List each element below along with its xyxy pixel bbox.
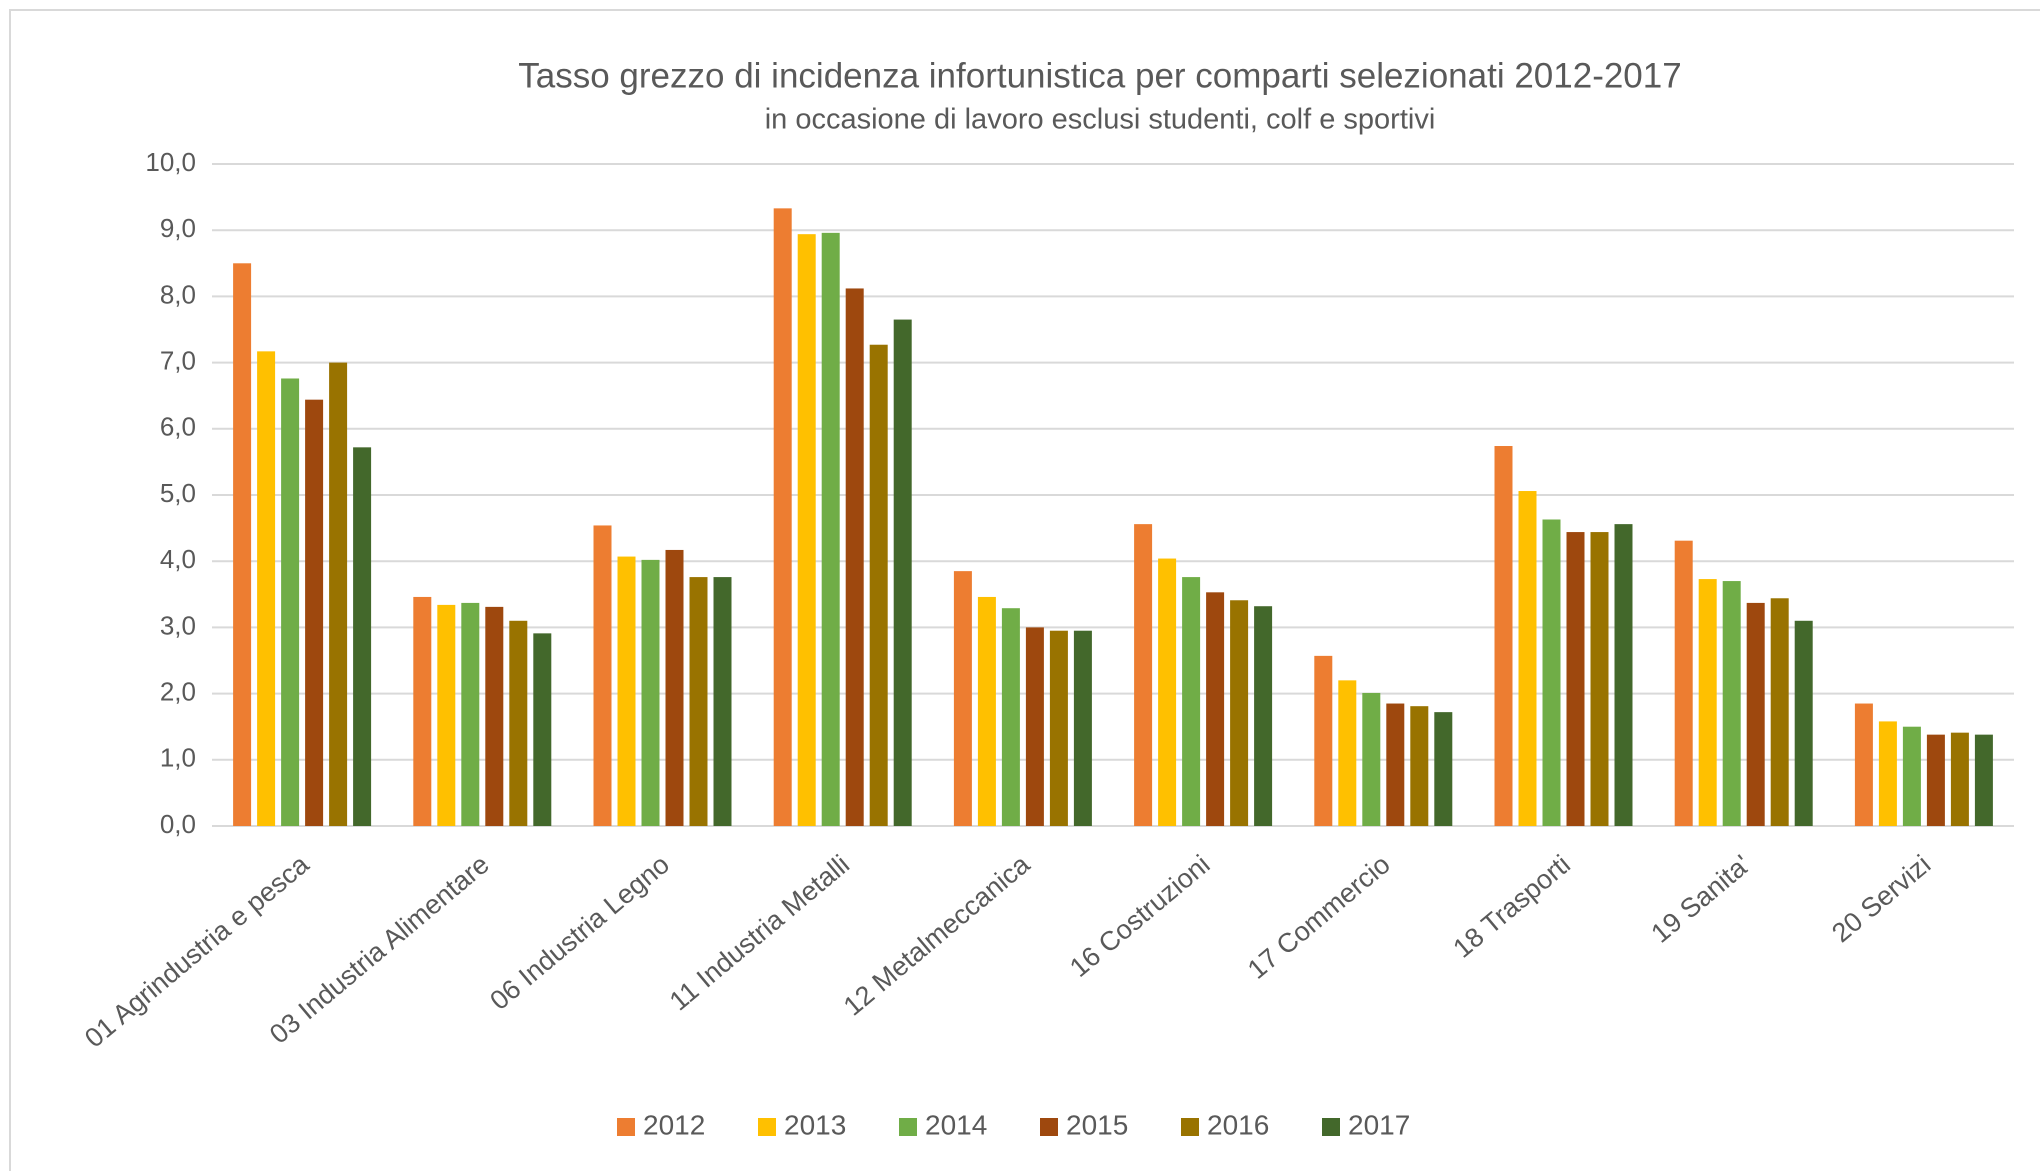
y-tick-label: 4,0 xyxy=(160,544,196,574)
bar xyxy=(845,288,864,826)
y-tick-label: 7,0 xyxy=(160,345,196,375)
y-tick-label: 8,0 xyxy=(160,279,196,309)
bar xyxy=(1254,606,1273,826)
bar xyxy=(821,232,840,826)
bar xyxy=(533,633,552,826)
bar xyxy=(1314,655,1333,826)
bar xyxy=(1001,608,1020,826)
bar xyxy=(1566,532,1585,826)
bar xyxy=(413,596,432,826)
y-tick-label: 3,0 xyxy=(160,610,196,640)
bar xyxy=(1974,734,1993,826)
y-tick-label: 6,0 xyxy=(160,412,196,442)
bar xyxy=(1590,532,1609,826)
bar xyxy=(1614,524,1633,826)
bar xyxy=(869,344,888,826)
legend-label: 2014 xyxy=(925,1109,987,1140)
bar xyxy=(977,596,996,826)
bar xyxy=(461,602,480,826)
bar xyxy=(713,577,732,826)
bar xyxy=(1025,627,1044,826)
y-tick-label: 0,0 xyxy=(160,809,196,839)
legend-swatch xyxy=(899,1118,917,1136)
legend-swatch xyxy=(1181,1118,1199,1136)
legend-label: 2016 xyxy=(1207,1109,1269,1140)
bar xyxy=(665,549,684,826)
bar xyxy=(1878,721,1897,826)
bar xyxy=(1073,630,1092,826)
bar xyxy=(1134,524,1153,826)
bar xyxy=(1794,620,1813,826)
bar xyxy=(437,604,456,826)
legend-swatch xyxy=(758,1118,776,1136)
bar xyxy=(1386,703,1405,826)
bar xyxy=(1902,726,1921,826)
bar xyxy=(1746,602,1765,826)
y-tick-label: 2,0 xyxy=(160,676,196,706)
bar xyxy=(1518,491,1537,826)
bar xyxy=(1338,680,1357,826)
legend-label: 2012 xyxy=(643,1109,705,1140)
y-tick-label: 1,0 xyxy=(160,743,196,773)
bar xyxy=(689,577,708,826)
bar xyxy=(1182,577,1201,826)
bar xyxy=(617,556,636,826)
bar xyxy=(509,620,528,826)
chart-subtitle: in occasione di lavoro esclusi studenti,… xyxy=(765,104,1436,136)
legend-label: 2017 xyxy=(1348,1109,1410,1140)
bar xyxy=(485,606,504,826)
bar xyxy=(1158,558,1177,826)
bar xyxy=(1698,579,1717,826)
bar xyxy=(1049,630,1068,826)
legend-swatch xyxy=(617,1118,635,1136)
y-tick-label: 9,0 xyxy=(160,213,196,243)
legend-label: 2013 xyxy=(784,1109,846,1140)
legend-swatch xyxy=(1322,1118,1340,1136)
chart-title: Tasso grezzo di incidenza infortunistica… xyxy=(518,56,1681,95)
bar xyxy=(1854,703,1873,826)
bar xyxy=(593,525,612,826)
bar xyxy=(1770,598,1789,826)
bar xyxy=(233,263,252,826)
bar xyxy=(1362,692,1381,826)
legend-swatch xyxy=(1040,1118,1058,1136)
bar xyxy=(329,362,348,826)
bar xyxy=(1926,734,1945,826)
y-tick-label: 5,0 xyxy=(160,478,196,508)
bar xyxy=(1494,446,1513,826)
bar xyxy=(641,559,660,826)
bar xyxy=(797,234,816,826)
bar xyxy=(257,351,276,826)
bar xyxy=(1722,581,1741,826)
bar xyxy=(1674,540,1693,826)
legend-label: 2015 xyxy=(1066,1109,1128,1140)
bar xyxy=(1542,519,1561,826)
bar xyxy=(893,319,912,826)
bar xyxy=(1230,600,1249,826)
bar xyxy=(1206,592,1225,826)
bar xyxy=(773,208,792,826)
y-tick-label: 10,0 xyxy=(145,147,196,177)
bar xyxy=(305,399,324,826)
bar xyxy=(353,447,372,826)
bar xyxy=(1410,706,1429,826)
bar xyxy=(953,571,972,826)
bar xyxy=(281,378,300,826)
bar xyxy=(1434,712,1453,826)
bar xyxy=(1950,732,1969,826)
